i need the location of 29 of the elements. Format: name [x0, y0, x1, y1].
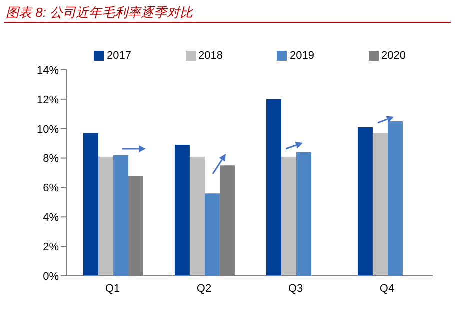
bar [98, 156, 114, 276]
bar [190, 156, 205, 276]
y-tick-label: 8% [43, 153, 60, 166]
x-tick-label: Q3 [288, 282, 304, 295]
legend-label: 2020 [382, 50, 406, 62]
legend-label: 2018 [198, 50, 223, 62]
bar [266, 99, 282, 276]
x-tick-label: Q4 [380, 282, 395, 295]
bar [296, 152, 312, 276]
legend-label: 2019 [290, 50, 314, 62]
bar [281, 156, 296, 276]
bar [358, 127, 373, 276]
x-tick-label: Q2 [196, 282, 212, 295]
bar [113, 155, 128, 276]
y-tick-label: 12% [36, 94, 60, 106]
y-tick-label: 10% [36, 124, 60, 136]
y-tick-label: 14% [36, 64, 60, 77]
y-tick-label: 2% [43, 241, 60, 254]
bar [83, 133, 98, 276]
y-tick-label: 0% [43, 270, 60, 283]
legend-label: 2017 [107, 50, 132, 62]
chart-title: 图表 8: 公司近年毛利率逐季对比 [6, 4, 194, 22]
y-tick-label: 6% [43, 182, 60, 195]
bar [372, 133, 388, 276]
bar [204, 194, 220, 276]
y-tick-label: 4% [43, 212, 60, 224]
bar [388, 122, 403, 276]
bar [174, 145, 190, 276]
x-tick-label: Q1 [105, 282, 120, 295]
